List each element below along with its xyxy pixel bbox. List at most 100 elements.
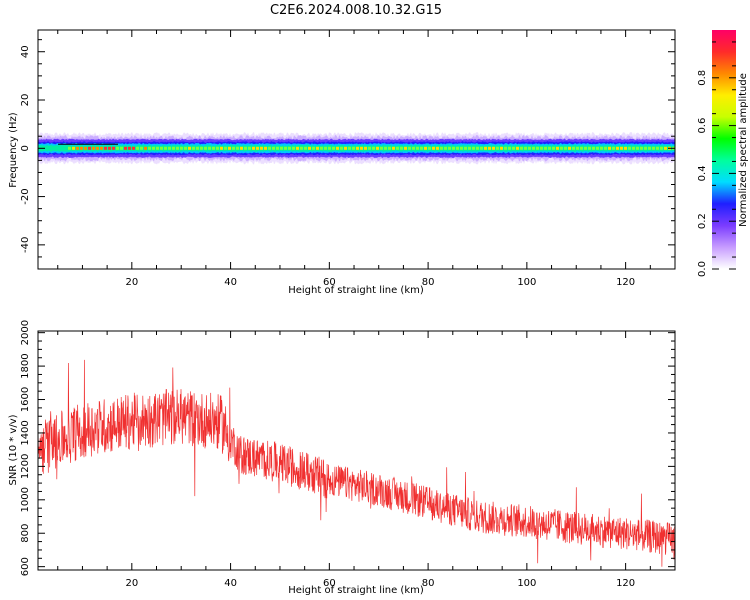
- heatmap-y-tick-label: -40: [20, 237, 31, 253]
- heatmap-hot-cell: [132, 146, 135, 150]
- heatmap-hot-cell: [148, 146, 151, 150]
- chart-title: C2E6.2024.008.10.32.G15: [270, 3, 442, 18]
- heatmap-hot-cell: [516, 146, 519, 150]
- heatmap-hot-cell: [400, 146, 403, 150]
- heatmap-hot-cell: [180, 146, 183, 150]
- heatmap-y-tick-label: 40: [20, 45, 31, 58]
- heatmap-hot-cell: [176, 146, 179, 150]
- heatmap-hot-cell: [344, 146, 347, 150]
- heatmap-hot-cell: [612, 146, 615, 150]
- heatmap-hot-cell: [488, 146, 491, 150]
- heatmap-x-axis-label: Height of straight line (km): [288, 285, 424, 296]
- heatmap-hot-cell: [608, 146, 611, 150]
- heatmap-hot-cell: [300, 146, 303, 150]
- heatmap-hot-cell: [364, 146, 367, 150]
- heatmap-hot-cell: [484, 146, 487, 150]
- heatmap-hot-cell: [528, 146, 531, 150]
- heatmap-hot-cell: [184, 146, 187, 150]
- heatmap-hot-cell: [416, 146, 419, 150]
- heatmap-hot-cell: [164, 146, 167, 150]
- heatmap-hot-cell: [576, 146, 579, 150]
- heatmap-hot-cell: [536, 146, 539, 150]
- heatmap-hot-cell: [648, 146, 651, 150]
- heatmap-hot-cell: [152, 146, 155, 150]
- heatmap-hot-cell: [204, 146, 207, 150]
- heatmap-hot-cell: [520, 146, 523, 150]
- heatmap-hot-cell: [220, 146, 223, 150]
- heatmap-hot-cell: [428, 146, 431, 150]
- heatmap-hot-cell: [600, 146, 603, 150]
- snr-x-tick-label: 40: [224, 578, 237, 589]
- heatmap-hot-cell: [348, 146, 351, 150]
- heatmap-hot-cell: [244, 146, 247, 150]
- heatmap-hot-cell: [128, 146, 131, 150]
- heatmap-hot-cell: [136, 146, 139, 150]
- heatmap-hot-cell: [532, 146, 535, 150]
- heatmap-hot-cell: [604, 146, 607, 150]
- snr-y-tick-label: 800: [20, 524, 31, 543]
- heatmap-hot-cell: [472, 146, 475, 150]
- heatmap-hot-cell: [324, 146, 327, 150]
- heatmap-hot-cell: [388, 146, 391, 150]
- heatmap-hot-cell: [328, 146, 331, 150]
- heatmap-panel: 20 40 60 80 100 120 -40 -20 0 20 40 Height of str…: [8, 29, 676, 296]
- heatmap-hot-cell: [552, 146, 555, 150]
- heatmap-hot-cell: [316, 146, 319, 150]
- heatmap-hot-cell: [248, 146, 251, 150]
- heatmap-hot-cell: [188, 146, 191, 150]
- heatmap-hot-cell: [664, 146, 667, 150]
- heatmap-hot-cell: [592, 146, 595, 150]
- snr-y-tick-label: 600: [20, 557, 31, 576]
- heatmap-hot-cell: [192, 146, 195, 150]
- heatmap-x-tick-label: 100: [517, 277, 536, 288]
- heatmap-hot-cell: [228, 146, 231, 150]
- heatmap-hot-cell: [440, 146, 443, 150]
- heatmap-hot-cell: [288, 146, 291, 150]
- heatmap-y-axis-label: Frequency (Hz): [8, 112, 19, 188]
- heatmap-hot-cell: [572, 146, 575, 150]
- heatmap-hot-cell: [360, 146, 363, 150]
- heatmap-hot-cell: [280, 146, 283, 150]
- heatmap-hot-cell: [144, 146, 147, 150]
- heatmap-hot-cell: [172, 146, 175, 150]
- snr-y-tick-label: 1800: [20, 353, 31, 378]
- heatmap-hot-cell: [224, 146, 227, 150]
- colorbar: 0.0 0.2 0.4 0.6 0.8 Normalized spectral ampl…: [697, 30, 749, 277]
- heatmap-hot-cell: [276, 146, 279, 150]
- snr-y-tick-label: 1400: [20, 420, 31, 445]
- heatmap-hot-cell: [196, 146, 199, 150]
- heatmap-hot-cell: [252, 146, 255, 150]
- colorbar-tick-label: 0.6: [697, 118, 708, 134]
- heatmap-hot-cell: [660, 146, 663, 150]
- heatmap-hot-cell: [568, 146, 571, 150]
- snr-x-tick-label: 20: [125, 578, 138, 589]
- heatmap-hot-cell: [272, 146, 275, 150]
- snr-panel: 20 40 60 80 100 120 600 800 1000 1200 1400 1600 180…: [8, 320, 676, 596]
- heatmap-hot-cell: [296, 146, 299, 150]
- heatmap-hot-cell: [620, 146, 623, 150]
- heatmap-hot-cell: [452, 146, 455, 150]
- heatmap-hot-cell: [524, 146, 527, 150]
- heatmap-x-tick-label: 40: [224, 277, 237, 288]
- snr-x-ticks: 20 40 60 80 100 120: [57, 331, 676, 589]
- heatmap-hot-cell: [320, 146, 323, 150]
- heatmap-hot-cell: [336, 146, 339, 150]
- heatmap-hot-cell: [460, 146, 463, 150]
- heatmap-hot-cell: [340, 146, 343, 150]
- heatmap-hot-cell: [656, 146, 659, 150]
- snr-x-tick-label: 100: [517, 578, 536, 589]
- heatmap-hot-cell: [72, 146, 75, 150]
- heatmap-hot-cell: [444, 146, 447, 150]
- heatmap-hot-cell: [508, 146, 511, 150]
- heatmap-hot-cell: [412, 146, 415, 150]
- snr-x-tick-label: 60: [323, 578, 336, 589]
- heatmap-hot-cell: [456, 146, 459, 150]
- heatmap-hot-cell: [588, 146, 591, 150]
- heatmap-hot-cell: [92, 146, 95, 150]
- heatmap-hot-cell: [112, 146, 115, 150]
- snr-series-line: [38, 359, 675, 567]
- heatmap-y-tick-label: 0: [20, 145, 31, 151]
- heatmap-y-tick-label: 20: [20, 94, 31, 107]
- heatmap-hot-cell: [492, 146, 495, 150]
- heatmap-hot-cell: [376, 146, 379, 150]
